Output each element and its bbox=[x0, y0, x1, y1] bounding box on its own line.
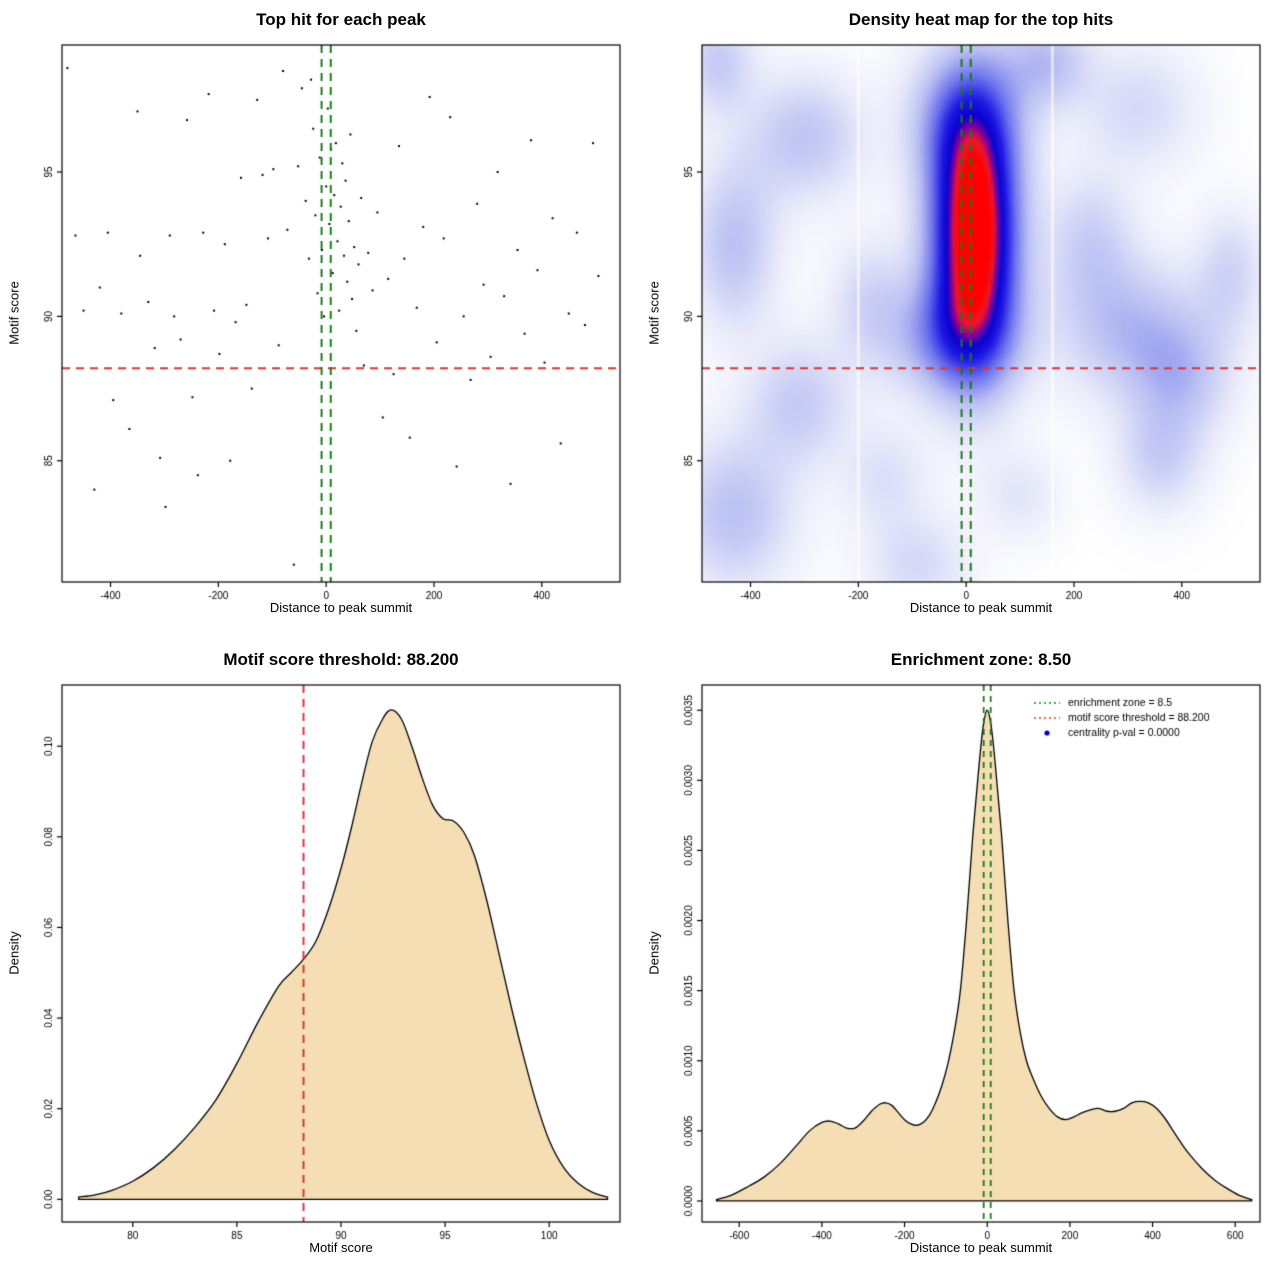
y-axis-label: Density bbox=[646, 931, 662, 975]
y-axis-label: Motif score bbox=[6, 281, 22, 345]
y-axis-label: Motif score bbox=[646, 281, 662, 345]
y-axis-label: Density bbox=[6, 931, 22, 975]
motif-score-density-canvas bbox=[0, 640, 640, 1280]
x-axis-label: Motif score bbox=[309, 1240, 373, 1255]
x-axis-label: Distance to peak summit bbox=[269, 600, 413, 615]
distance-density-canvas bbox=[640, 640, 1280, 1280]
panel-density-heatmap: Density heat map for the top hits Distan… bbox=[640, 0, 1280, 640]
panel-title: Density heat map for the top hits bbox=[848, 10, 1114, 29]
panel-summit-distance-density: Enrichment zone: 8.50 Distance to peak s… bbox=[640, 640, 1280, 1280]
scatter-plot-canvas bbox=[0, 0, 640, 640]
panel-title: Enrichment zone: 8.50 bbox=[890, 650, 1072, 669]
x-axis-label: Distance to peak summit bbox=[909, 600, 1053, 615]
panel-top-hit-scatter: Top hit for each peak Distance to peak s… bbox=[0, 0, 640, 640]
heatmap-canvas bbox=[640, 0, 1280, 640]
x-axis-label: Distance to peak summit bbox=[909, 1240, 1053, 1255]
panel-title: Top hit for each peak bbox=[256, 10, 426, 29]
panel-title: Motif score threshold: 88.200 bbox=[223, 650, 459, 669]
panel-motif-score-density: Motif score threshold: 88.200 Motif scor… bbox=[0, 640, 640, 1280]
